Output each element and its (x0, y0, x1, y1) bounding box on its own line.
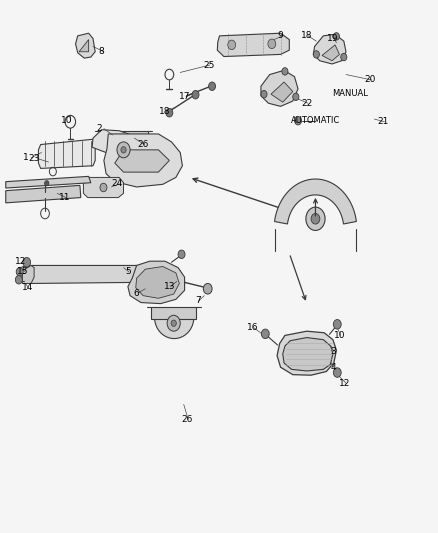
Text: 12: 12 (15, 257, 27, 265)
Text: 6: 6 (134, 288, 139, 297)
Circle shape (305, 207, 324, 230)
Text: MANUAL: MANUAL (332, 88, 367, 98)
Circle shape (120, 147, 126, 153)
Polygon shape (22, 265, 34, 284)
Text: 25: 25 (202, 61, 214, 69)
Circle shape (208, 82, 215, 91)
Polygon shape (276, 331, 336, 375)
Text: 16: 16 (246, 323, 258, 332)
Circle shape (171, 320, 176, 326)
Polygon shape (282, 337, 332, 371)
Text: 14: 14 (22, 283, 33, 292)
Circle shape (294, 116, 301, 125)
Polygon shape (313, 34, 345, 64)
Text: 5: 5 (125, 268, 131, 276)
Circle shape (227, 40, 235, 50)
Polygon shape (321, 45, 339, 61)
Polygon shape (6, 176, 91, 188)
Circle shape (203, 284, 212, 294)
Circle shape (178, 250, 184, 259)
Circle shape (340, 53, 346, 61)
Text: AUTOMATIC: AUTOMATIC (290, 116, 339, 125)
Text: 10: 10 (61, 116, 72, 125)
Polygon shape (270, 82, 292, 102)
Circle shape (191, 91, 198, 99)
Text: 9: 9 (277, 31, 283, 41)
Circle shape (332, 368, 340, 377)
Text: 7: 7 (194, 296, 200, 305)
Text: 17: 17 (178, 92, 190, 101)
Bar (151, 308, 196, 319)
Bar (99, 131, 147, 142)
Polygon shape (6, 185, 81, 203)
Polygon shape (83, 177, 123, 198)
Circle shape (260, 91, 266, 98)
Circle shape (15, 276, 22, 284)
Text: 22: 22 (300, 99, 312, 108)
Text: 4: 4 (329, 363, 335, 372)
Text: 1: 1 (22, 154, 28, 163)
Circle shape (166, 109, 173, 117)
Text: 8: 8 (99, 47, 104, 56)
Circle shape (100, 183, 107, 192)
Text: 15: 15 (18, 268, 29, 276)
Text: 24: 24 (111, 179, 122, 188)
Circle shape (167, 316, 180, 331)
Text: 10: 10 (333, 331, 344, 340)
Polygon shape (75, 33, 95, 58)
Text: 13: 13 (163, 282, 175, 291)
Text: 26: 26 (137, 140, 148, 149)
Text: 11: 11 (59, 193, 70, 202)
Polygon shape (127, 261, 184, 304)
Polygon shape (217, 33, 289, 56)
Polygon shape (135, 266, 179, 298)
Circle shape (23, 257, 31, 267)
Circle shape (332, 319, 340, 329)
Text: 26: 26 (181, 415, 192, 424)
Polygon shape (115, 150, 169, 172)
Polygon shape (260, 70, 297, 107)
Text: 2: 2 (96, 124, 102, 133)
Text: 12: 12 (339, 378, 350, 387)
Circle shape (313, 51, 319, 58)
Circle shape (332, 33, 339, 40)
Circle shape (311, 214, 319, 224)
Text: 3: 3 (329, 347, 335, 356)
Polygon shape (39, 139, 95, 168)
Text: 18: 18 (300, 31, 312, 41)
Polygon shape (274, 179, 356, 224)
Polygon shape (79, 39, 88, 52)
Circle shape (16, 268, 23, 276)
Circle shape (261, 329, 268, 338)
Polygon shape (92, 130, 154, 160)
Circle shape (117, 142, 130, 158)
Polygon shape (22, 265, 184, 289)
Circle shape (267, 39, 275, 49)
Text: 20: 20 (364, 75, 375, 84)
Text: 23: 23 (28, 155, 40, 164)
Circle shape (281, 68, 287, 75)
Circle shape (292, 93, 298, 101)
Text: 19: 19 (326, 34, 338, 43)
Text: 18: 18 (159, 107, 170, 116)
Text: 21: 21 (377, 117, 388, 126)
Circle shape (45, 181, 49, 186)
Polygon shape (104, 134, 182, 187)
